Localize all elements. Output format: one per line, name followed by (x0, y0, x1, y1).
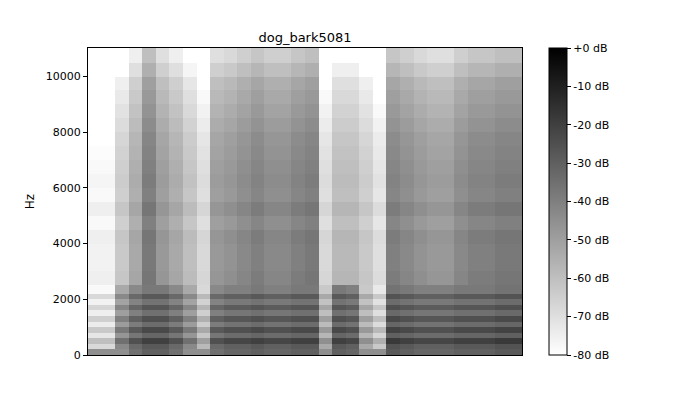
svg-text:10000: 10000 (46, 70, 81, 83)
svg-text:-10 dB: -10 dB (573, 80, 609, 93)
svg-text:+0 dB: +0 dB (573, 42, 607, 55)
svg-text:-40 dB: -40 dB (573, 195, 609, 208)
svg-text:-70 dB: -70 dB (573, 310, 609, 323)
svg-text:0: 0 (74, 349, 81, 362)
svg-text:-50 dB: -50 dB (573, 234, 609, 247)
svg-text:4000: 4000 (53, 237, 81, 250)
svg-text:8000: 8000 (53, 126, 81, 139)
svg-text:2000: 2000 (53, 293, 81, 306)
svg-text:6000: 6000 (53, 182, 81, 195)
svg-text:dog_bark5081: dog_bark5081 (258, 30, 351, 45)
svg-text:-30 dB: -30 dB (573, 157, 609, 170)
svg-text:-20 dB: -20 dB (573, 119, 609, 132)
svg-text:-80 dB: -80 dB (573, 349, 609, 362)
svg-text:-60 dB: -60 dB (573, 272, 609, 285)
svg-text:Hz: Hz (23, 194, 37, 209)
